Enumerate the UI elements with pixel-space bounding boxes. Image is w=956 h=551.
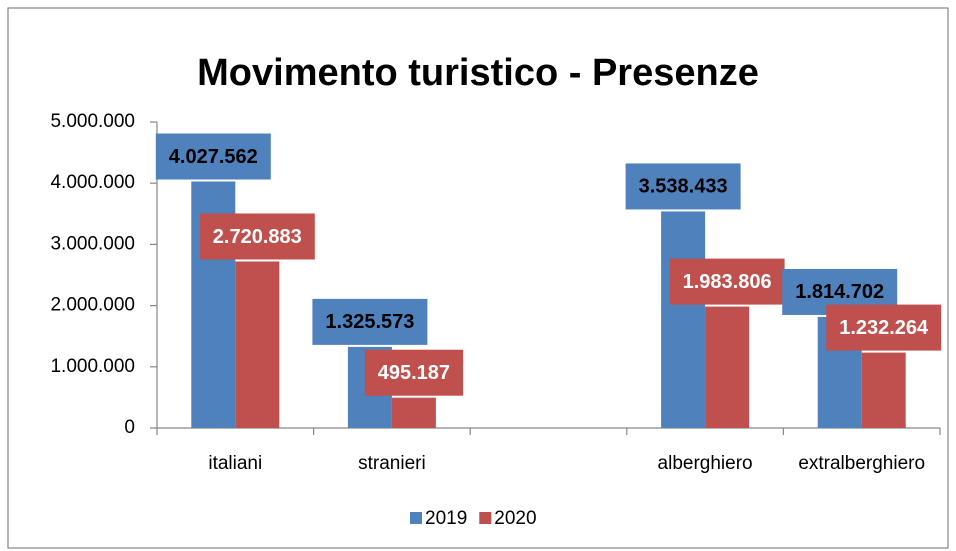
value-label: 1.232.264	[839, 317, 929, 339]
value-label-box	[826, 304, 942, 351]
x-tick-label: alberghiero	[658, 453, 753, 474]
value-label-box	[199, 213, 315, 260]
x-tick-label: stranieri	[358, 453, 426, 474]
bar	[661, 211, 706, 428]
chart-title: Movimento turistico - Presenze	[197, 52, 759, 94]
value-label-box	[669, 258, 785, 305]
value-label: 3.538.433	[639, 176, 728, 198]
value-label: 1.814.702	[795, 281, 884, 303]
value-label-box	[364, 349, 464, 396]
legend-swatch	[410, 512, 422, 524]
value-label: 1.983.806	[683, 271, 772, 293]
value-label-box	[155, 133, 271, 180]
y-tick-label: 2.000.000	[50, 295, 135, 316]
y-tick-label: 3.000.000	[50, 233, 135, 254]
value-label: 4.027.562	[169, 146, 258, 168]
x-tick-label: italiani	[208, 453, 262, 474]
legend-label: 2020	[494, 508, 536, 529]
y-tick-label: 5.000.000	[50, 111, 135, 132]
y-tick-label: 4.000.000	[50, 172, 135, 193]
legend-label: 2019	[425, 508, 467, 529]
value-label-box	[312, 298, 428, 345]
y-tick-label: 0	[124, 417, 135, 438]
value-label: 495.187	[378, 362, 450, 384]
value-label: 1.325.573	[325, 311, 414, 333]
value-label: 2.720.883	[213, 226, 302, 248]
bar	[861, 352, 906, 428]
x-tick-label: extralberghiero	[798, 453, 925, 474]
legend-swatch	[479, 512, 492, 524]
value-label-box	[625, 163, 741, 210]
bar	[391, 397, 436, 428]
y-tick-label: 1.000.000	[50, 356, 135, 377]
bar	[705, 306, 750, 428]
bar	[235, 261, 280, 428]
